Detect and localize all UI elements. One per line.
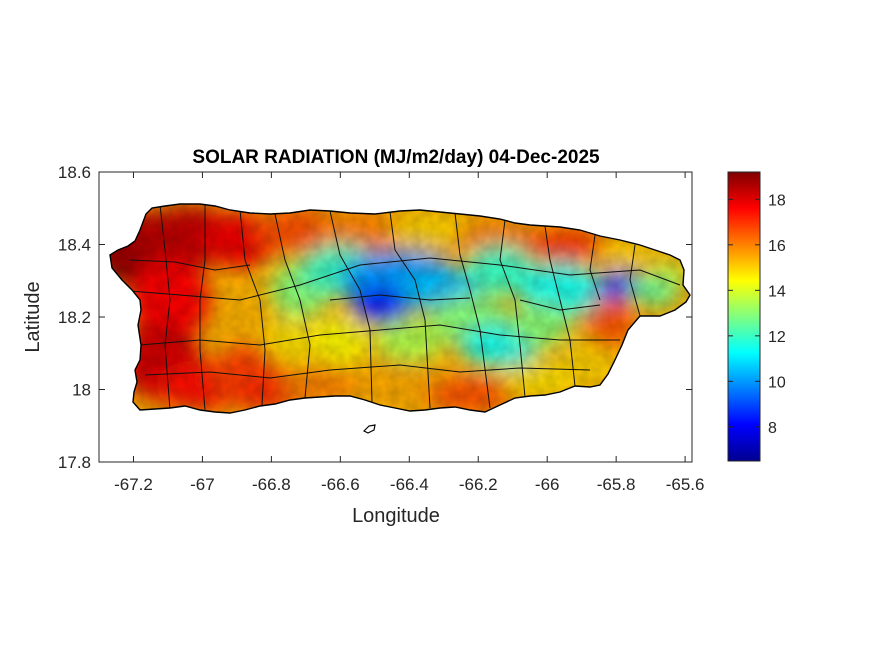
colorbar-tick-label: 16: [768, 238, 786, 255]
municipality-border: [199, 204, 206, 411]
colorbar-ticks: 8 10 12 14 16 18: [728, 192, 786, 437]
municipality-border: [274, 213, 311, 399]
x-axis: -67.2 -67 -66.8 -66.6 -66.4 -66.2 -66 -65.8 -65.…: [114, 172, 704, 494]
municipality-border: [454, 212, 491, 409]
y-tick-label: 18.2: [58, 308, 91, 327]
y-tick-label: 18.4: [58, 236, 91, 255]
municipality-border: [159, 204, 171, 411]
x-tick-label: -66.4: [390, 475, 429, 494]
y-axis: 17.8 18 18.2 18.4 18.6: [58, 163, 692, 472]
municipality-border: [139, 324, 620, 346]
municipality-border: [329, 294, 471, 301]
municipality-border: [589, 234, 601, 301]
colorbar-gradient: [727, 171, 761, 462]
x-tick-label: -66: [535, 475, 560, 494]
colorbar-tick-label: 8: [768, 420, 777, 437]
x-tick-label: -65.6: [666, 475, 705, 494]
colorbar-tick-label: 18: [768, 192, 786, 209]
x-tick-label: -67.2: [114, 475, 153, 494]
municipality-border: [629, 244, 641, 317]
colorbar-tick-label: 12: [768, 329, 786, 346]
caja-de-muertos-outline: [362, 424, 376, 434]
x-tick-label: -67: [190, 475, 215, 494]
municipality-border: [544, 225, 576, 387]
municipality-border: [117, 257, 681, 301]
municipality-border: [329, 210, 373, 404]
y-axis-label: Latitude: [22, 281, 44, 352]
x-tick-label: -65.8: [597, 475, 636, 494]
colorbar: 8 10 12 14 16 18: [727, 171, 786, 462]
colorbar-tick-label: 10: [768, 374, 786, 391]
y-tick-label: 18.6: [58, 163, 91, 182]
map-texture: [110, 204, 690, 413]
x-tick-label: -66.6: [321, 475, 360, 494]
y-tick-label: 17.8: [58, 453, 91, 472]
x-axis-label: Longitude: [352, 505, 440, 527]
municipality-border: [389, 211, 431, 409]
municipality-border: [499, 219, 526, 398]
chart-title: SOLAR RADIATION (MJ/m2/day) 04-Dec-2025: [192, 147, 600, 168]
municipality-border: [239, 209, 266, 406]
municipality-boundaries: [117, 204, 681, 411]
colorbar-tick-label: 14: [768, 283, 786, 300]
municipality-border: [519, 299, 601, 311]
x-tick-label: -66.8: [252, 475, 291, 494]
x-tick-label: -66.2: [459, 475, 498, 494]
y-tick-label: 18: [72, 381, 91, 400]
municipality-border: [129, 259, 251, 271]
island-outline: [109, 203, 691, 414]
municipality-border: [144, 364, 591, 379]
radiation-map-layer: [110, 204, 690, 413]
